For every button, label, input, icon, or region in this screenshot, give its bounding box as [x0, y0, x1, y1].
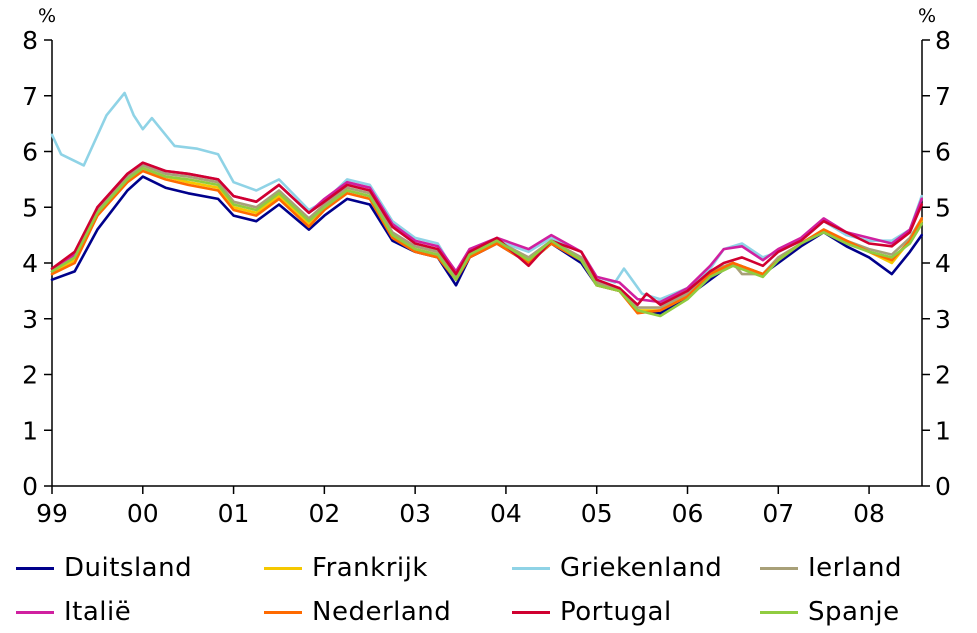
- legend-label: Portugal: [560, 597, 672, 627]
- legend-label: Spanje: [808, 597, 900, 627]
- y-tick-label-left-2: 2: [22, 361, 38, 390]
- y-tick-label-right-4: 4: [935, 249, 951, 278]
- legend: Duitsland Frankrijk Griekenland Ierland Ital…: [0, 548, 977, 633]
- series-line-ierland: [50, 164, 923, 309]
- x-tick-label-6: 05: [581, 499, 613, 528]
- x-ticks: 99 00 01 02 03 04 05 06 07 08: [36, 486, 885, 528]
- legend-item-itali: Italië: [16, 594, 131, 630]
- series-line-spanje: [50, 166, 923, 318]
- y-tick-label-right-2: 2: [935, 361, 951, 390]
- legend-swatch: [760, 566, 798, 570]
- y-ticks: 0 0 1 1 2 2 3 3 4 4 5 5 6 6 7 7 8 8: [22, 26, 951, 501]
- y-tick-label-left-7: 7: [22, 82, 38, 111]
- y-tick-label-left-6: 6: [22, 138, 38, 167]
- series-line-griekenland: [50, 91, 923, 301]
- y-tick-label-left-8: 8: [22, 26, 38, 55]
- x-tick-label-4: 03: [399, 499, 431, 528]
- y-tick-label-left-0: 0: [22, 472, 38, 501]
- y-tick-label-left-5: 5: [22, 193, 38, 222]
- x-tick-label-7: 06: [672, 499, 704, 528]
- x-tick-label-0: 99: [36, 499, 68, 528]
- legend-swatch: [16, 566, 54, 570]
- legend-swatch: [512, 610, 550, 614]
- y-tick-label-right-1: 1: [935, 416, 951, 445]
- legend-label: Nederland: [312, 597, 452, 627]
- y-tick-label-right-6: 6: [935, 138, 951, 167]
- right-axis-unit: %: [918, 5, 936, 27]
- y-tick-label-right-0: 0: [935, 472, 951, 501]
- legend-swatch: [760, 610, 798, 614]
- x-tick-label-9: 08: [853, 499, 885, 528]
- left-axis-unit: %: [38, 5, 56, 27]
- legend-item-griekenland: Griekenland: [512, 550, 722, 586]
- line-chart: % % 0 01 12 23 34 45 56 67 78 8 99 00 01 02 03 04 05 06 0…: [22, 5, 951, 528]
- legend-label: Ierland: [808, 553, 902, 583]
- legend-label: Italië: [64, 597, 132, 627]
- x-tick-label-8: 07: [762, 499, 794, 528]
- legend-item-ierland: Ierland: [760, 550, 902, 586]
- x-tick-label-5: 04: [490, 499, 522, 528]
- y-tick-label-right-8: 8: [935, 26, 951, 55]
- x-tick-label-2: 01: [218, 499, 250, 528]
- legend-item-frankrijk: Frankrijk: [264, 550, 428, 586]
- legend-item-portugal: Portugal: [512, 594, 672, 630]
- legend-label: Duitsland: [64, 553, 193, 583]
- legend-label: Frankrijk: [312, 553, 428, 583]
- y-tick-label-right-7: 7: [935, 82, 951, 111]
- legend-item-spanje: Spanje: [760, 594, 900, 630]
- y-tick-label-left-1: 1: [22, 416, 38, 445]
- y-tick-label-right-3: 3: [935, 305, 951, 334]
- y-tick-label-left-4: 4: [22, 249, 38, 278]
- series-lines: [50, 91, 923, 318]
- axes: [51, 40, 923, 487]
- legend-item-duitsland: Duitsland: [16, 550, 192, 586]
- legend-label: Griekenland: [560, 553, 723, 583]
- legend-swatch: [264, 566, 302, 570]
- legend-swatch: [16, 610, 54, 614]
- legend-swatch: [264, 610, 302, 614]
- legend-swatch: [512, 566, 550, 570]
- x-tick-label-1: 00: [127, 499, 159, 528]
- y-tick-label-right-5: 5: [935, 193, 951, 222]
- legend-item-nederland: Nederland: [264, 594, 451, 630]
- series-line-frankrijk: [50, 166, 923, 312]
- x-tick-label-3: 02: [308, 499, 340, 528]
- y-tick-label-left-3: 3: [22, 305, 38, 334]
